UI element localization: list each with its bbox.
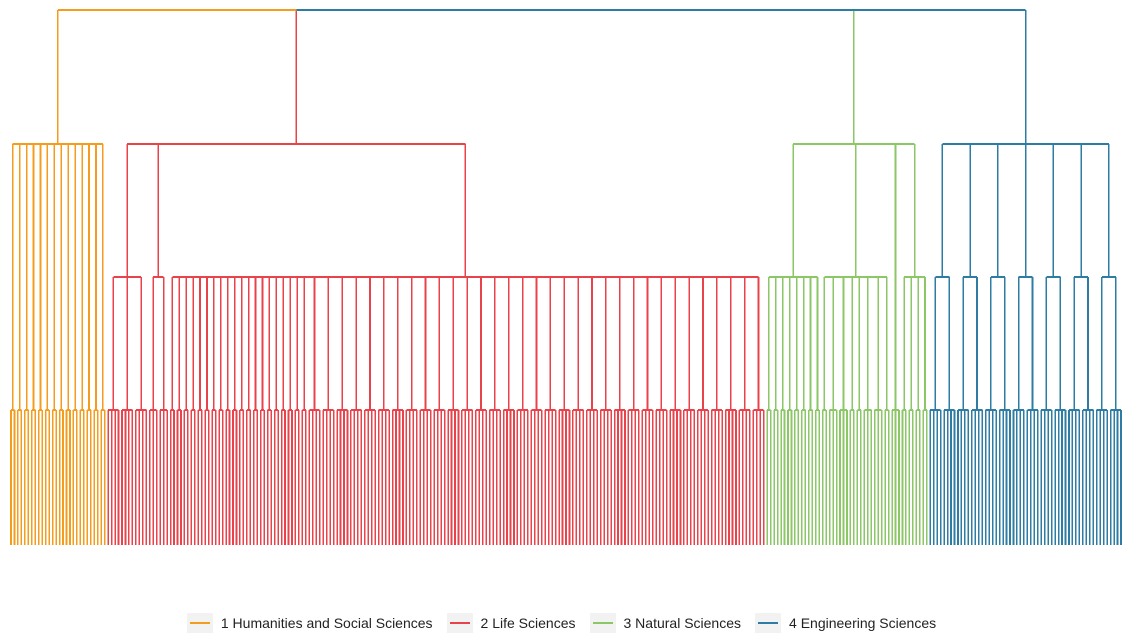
legend-label-life-sciences: 2 Life Sciences xyxy=(480,615,576,631)
legend-item-humanities: 1 Humanities and Social Sciences xyxy=(186,613,433,633)
legend-line-engineering xyxy=(758,622,779,624)
legend-line-humanities xyxy=(189,622,210,624)
legend-line-natural-sciences xyxy=(592,622,613,624)
legend: 1 Humanities and Social Sciences 2 Life … xyxy=(0,612,1123,634)
legend-item-engineering: 4 Engineering Sciences xyxy=(755,613,936,633)
legend-line-life-sciences xyxy=(449,622,470,624)
legend-label-engineering: 4 Engineering Sciences xyxy=(789,615,937,631)
legend-key-life-sciences xyxy=(446,613,473,633)
legend-key-humanities xyxy=(186,613,213,633)
legend-item-natural-sciences: 3 Natural Sciences xyxy=(589,613,742,633)
legend-key-engineering xyxy=(755,613,782,633)
legend-label-humanities: 1 Humanities and Social Sciences xyxy=(220,615,433,631)
legend-item-life-sciences: 2 Life Sciences xyxy=(446,613,576,633)
legend-key-natural-sciences xyxy=(589,613,616,633)
dendrogram xyxy=(10,9,1122,545)
legend-label-natural-sciences: 3 Natural Sciences xyxy=(623,615,742,631)
